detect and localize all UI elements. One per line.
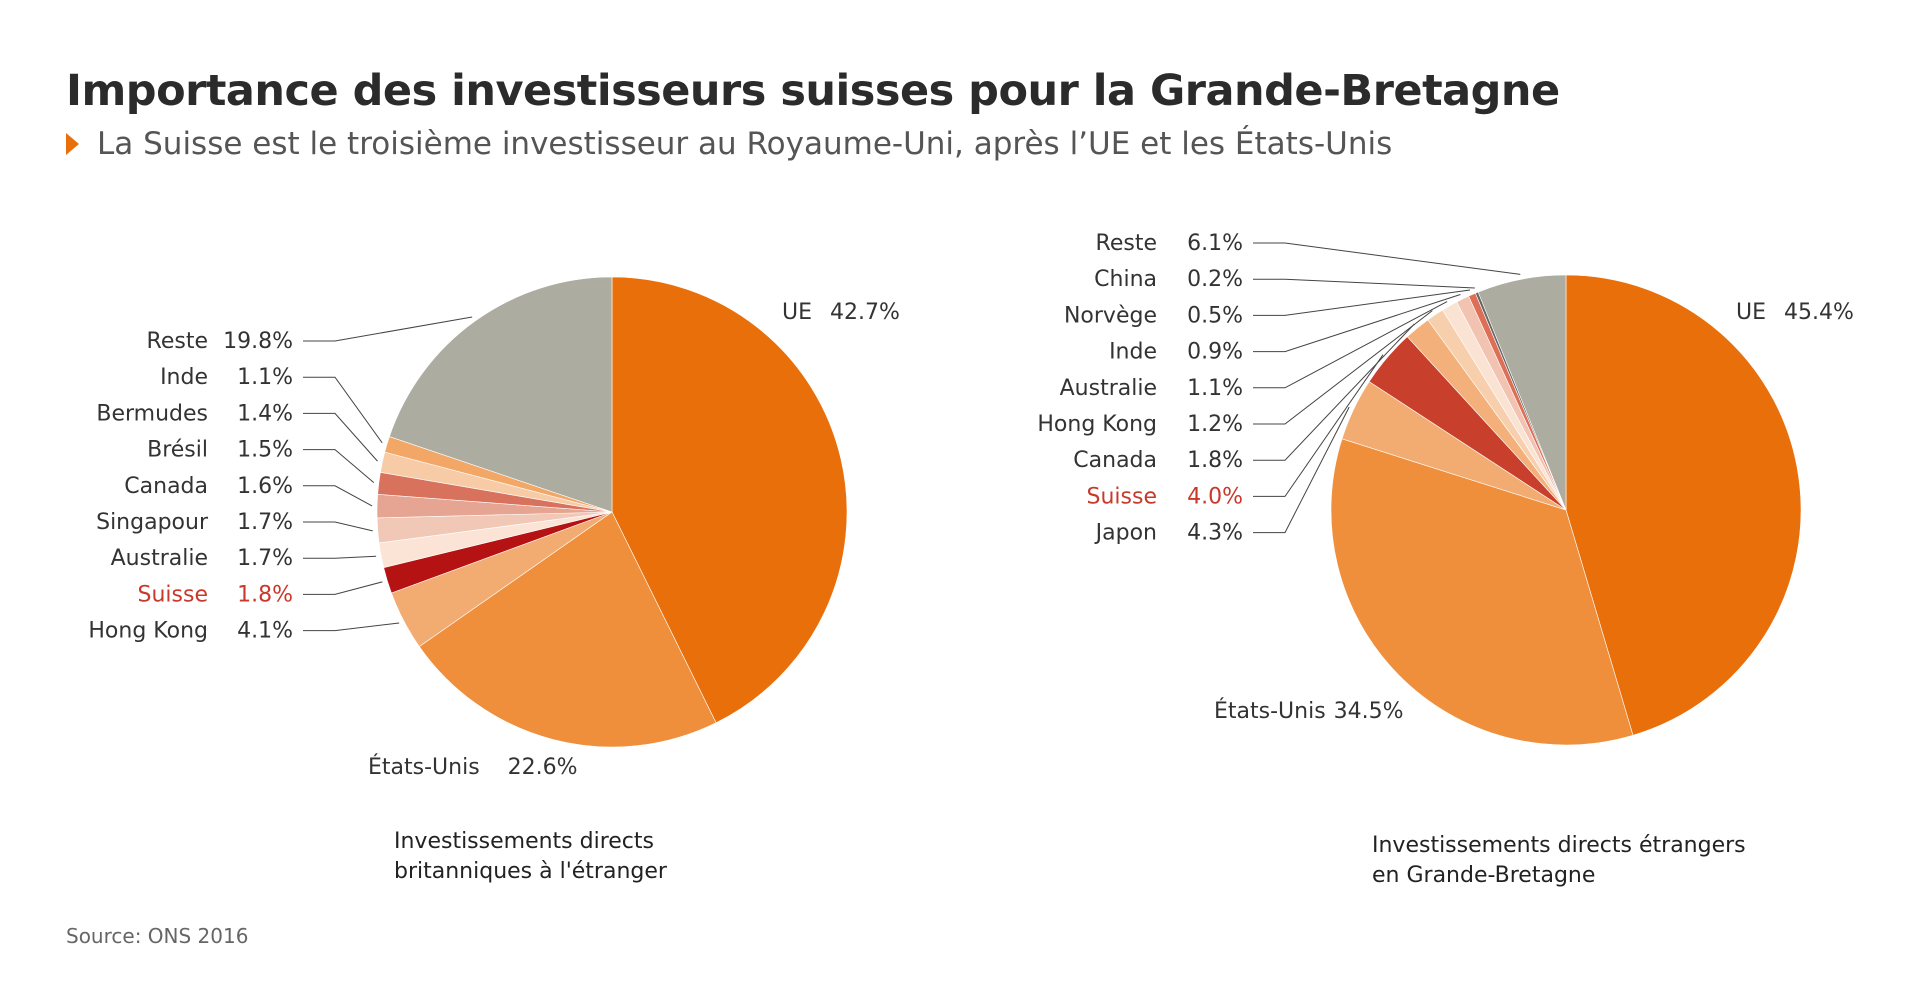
leader-line-hong-kong xyxy=(1253,310,1433,425)
leader-line-singapour xyxy=(303,521,373,532)
leader-line-suisse xyxy=(1253,354,1384,497)
slice-name-bresil: Brésil xyxy=(147,438,208,463)
slice-name-bermudes: Bermudes xyxy=(96,401,208,426)
chart-subtitle: La Suisse est le troisième investisseur … xyxy=(66,126,1392,162)
leader-line-japon xyxy=(1253,406,1350,534)
leader-line-inde xyxy=(1253,293,1461,353)
slice-name-china: China xyxy=(1094,267,1157,292)
leader-line-reste xyxy=(303,316,473,342)
slice-value-norvege: 0.5% xyxy=(1187,303,1243,328)
slice-value-bresil: 1.5% xyxy=(237,438,293,463)
leader-line-bresil xyxy=(303,449,375,484)
slice-name-australie: Australie xyxy=(1060,376,1157,401)
leader-line-norvege xyxy=(1253,289,1471,316)
slice-name-ue: UE xyxy=(1736,300,1766,325)
slice-name-hong-kong: Hong Kong xyxy=(1037,412,1157,437)
slice-value-reste: 19.8% xyxy=(223,329,293,354)
slice-name-canada: Canada xyxy=(1073,448,1157,473)
slice-value-inde: 1.1% xyxy=(237,365,293,390)
pie-slice-ue xyxy=(1565,274,1802,736)
slice-value-suisse: 1.8% xyxy=(237,582,293,607)
slice-name-australie: Australie xyxy=(111,546,208,571)
leader-line-hong-kong xyxy=(303,622,400,632)
slice-name-etats-unis: États-Unis xyxy=(368,754,480,780)
leader-line-canada xyxy=(1253,323,1415,461)
pie-1: UE 42.7% États-Unis 22.6% Reste 19.8% Inde 1.1%… xyxy=(88,276,900,884)
leader-line-bermudes xyxy=(303,412,378,462)
slice-name-norvege: Norvège xyxy=(1064,303,1157,328)
slice-name-hong-kong: Hong Kong xyxy=(88,619,208,644)
slice-value-suisse: 4.0% xyxy=(1187,484,1243,509)
slice-value-bermudes: 1.4% xyxy=(237,401,293,426)
subtitle-text: La Suisse est le troisième investisseur … xyxy=(97,126,1393,162)
pie-caption-line: britanniques à l'étranger xyxy=(394,859,668,884)
pie-caption-line: Investissements directs étrangers xyxy=(1372,833,1746,858)
pie-slice-etats-unis xyxy=(1330,438,1634,746)
leader-line-inde xyxy=(303,376,383,444)
slice-value-australie: 1.1% xyxy=(1187,376,1243,401)
slice-name-canada: Canada xyxy=(124,474,208,499)
pie-caption-line: en Grande-Bretagne xyxy=(1372,863,1595,888)
slice-value-etats-unis: 22.6% xyxy=(508,755,578,780)
slice-name-inde: Inde xyxy=(160,365,208,390)
triangle-marker-icon xyxy=(66,133,79,155)
slice-name-suisse: Suisse xyxy=(1087,484,1157,509)
pie-slice-reste xyxy=(1477,274,1567,511)
pie-slice-etats-unis xyxy=(418,511,717,748)
slice-value-ue: 45.4% xyxy=(1784,300,1854,325)
pie-2: UE 45.4% États-Unis 34.5% Reste 6.1% China 0.2%… xyxy=(1037,231,1854,888)
leader-line-australie xyxy=(303,555,377,559)
slice-name-reste: Reste xyxy=(1096,231,1157,256)
slice-name-etats-unis: États-Unis xyxy=(1214,698,1326,724)
leader-line-china xyxy=(1253,278,1475,289)
pie-slice-reste xyxy=(389,276,613,513)
slice-value-hong-kong: 1.2% xyxy=(1187,412,1243,437)
leader-line-reste xyxy=(1253,242,1521,275)
chart-title: Importance des investisseurs suisses pou… xyxy=(66,66,1560,116)
slice-value-singapour: 1.7% xyxy=(237,510,293,535)
slice-value-canada: 1.6% xyxy=(237,474,293,499)
slice-value-inde: 0.9% xyxy=(1187,340,1243,365)
slice-value-japon: 4.3% xyxy=(1187,521,1243,546)
slice-value-reste: 6.1% xyxy=(1187,231,1243,256)
slice-name-ue: UE xyxy=(782,300,812,325)
slice-value-australie: 1.7% xyxy=(237,546,293,571)
slice-name-singapour: Singapour xyxy=(96,510,209,535)
leader-line-australie xyxy=(1253,301,1448,389)
slice-name-inde: Inde xyxy=(1109,340,1157,365)
slice-name-suisse: Suisse xyxy=(138,582,208,607)
pie-slice-ue xyxy=(611,276,848,724)
slice-value-hong-kong: 4.1% xyxy=(237,619,293,644)
slice-value-ue: 42.7% xyxy=(830,300,900,325)
slice-name-japon: Japon xyxy=(1094,521,1157,546)
slice-value-canada: 1.8% xyxy=(1187,448,1243,473)
slice-value-etats-unis: 34.5% xyxy=(1334,699,1404,724)
pie-caption-line: Investissements directs xyxy=(394,829,654,854)
leader-line-suisse xyxy=(303,581,383,595)
source-note: Source: ONS 2016 xyxy=(66,924,249,948)
slice-value-china: 0.2% xyxy=(1187,267,1243,292)
leader-line-canada xyxy=(303,485,373,507)
slice-name-reste: Reste xyxy=(147,329,208,354)
